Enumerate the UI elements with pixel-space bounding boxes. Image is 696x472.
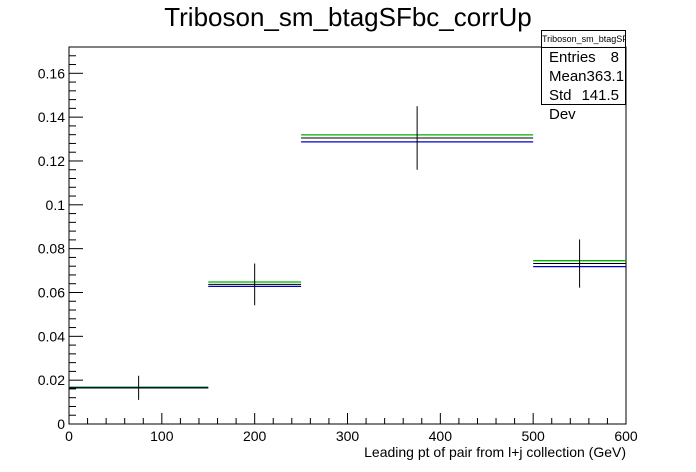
stats-entries-value: 8: [610, 49, 619, 66]
nominal-layer: [69, 106, 626, 400]
stats-mean-label: Mean: [549, 68, 587, 85]
y-tick-label: 0.1: [46, 197, 66, 213]
stats-stddev-value: 141.5: [581, 87, 619, 104]
x-tick-label: 600: [614, 428, 638, 444]
chart-title: Triboson_sm_btagSFbc_corrUp: [164, 2, 532, 32]
x-axis: 0 100 200 300 400 500 600: [65, 413, 638, 444]
x-tick-label: 400: [429, 428, 453, 444]
stats-row-mean: Mean 363.1: [542, 67, 625, 86]
y-tick-label: 0.02: [38, 372, 65, 388]
y-tick-label: 0.06: [38, 284, 65, 300]
stats-box: Triboson_sm_btagSFbc_corrUp Entries 8 Me…: [541, 30, 626, 123]
x-tick-label: 300: [336, 428, 360, 444]
stats-stddev-label: Std Dev: [549, 87, 576, 123]
y-tick-label: 0.08: [38, 241, 65, 257]
y-axis: 0 0.02 0.04 0.06 0.08 0.1 0.12 0.14 0.16: [38, 46, 83, 432]
stats-entries-label: Entries: [549, 49, 596, 66]
y-tick-label: 0.16: [38, 65, 65, 81]
stats-title: Triboson_sm_btagSFbc_corrUp: [542, 31, 625, 48]
x-tick-label: 200: [243, 428, 267, 444]
x-tick-label: 100: [150, 428, 174, 444]
x-tick-label: 0: [65, 428, 73, 444]
stats-mean-value: 363.1: [586, 68, 625, 85]
y-tick-label: 0.04: [38, 328, 65, 344]
stats-row-stddev: Std Dev 141.5: [542, 86, 625, 124]
series-layer: [69, 134, 626, 389]
y-tick-label: 0.14: [38, 109, 65, 125]
x-tick-label: 500: [521, 428, 545, 444]
stats-row-entries: Entries 8: [542, 48, 625, 67]
y-tick-label: 0: [57, 416, 65, 432]
x-axis-label: Leading pt of pair from l+j collection (…: [364, 444, 626, 460]
y-tick-label: 0.12: [38, 153, 65, 169]
